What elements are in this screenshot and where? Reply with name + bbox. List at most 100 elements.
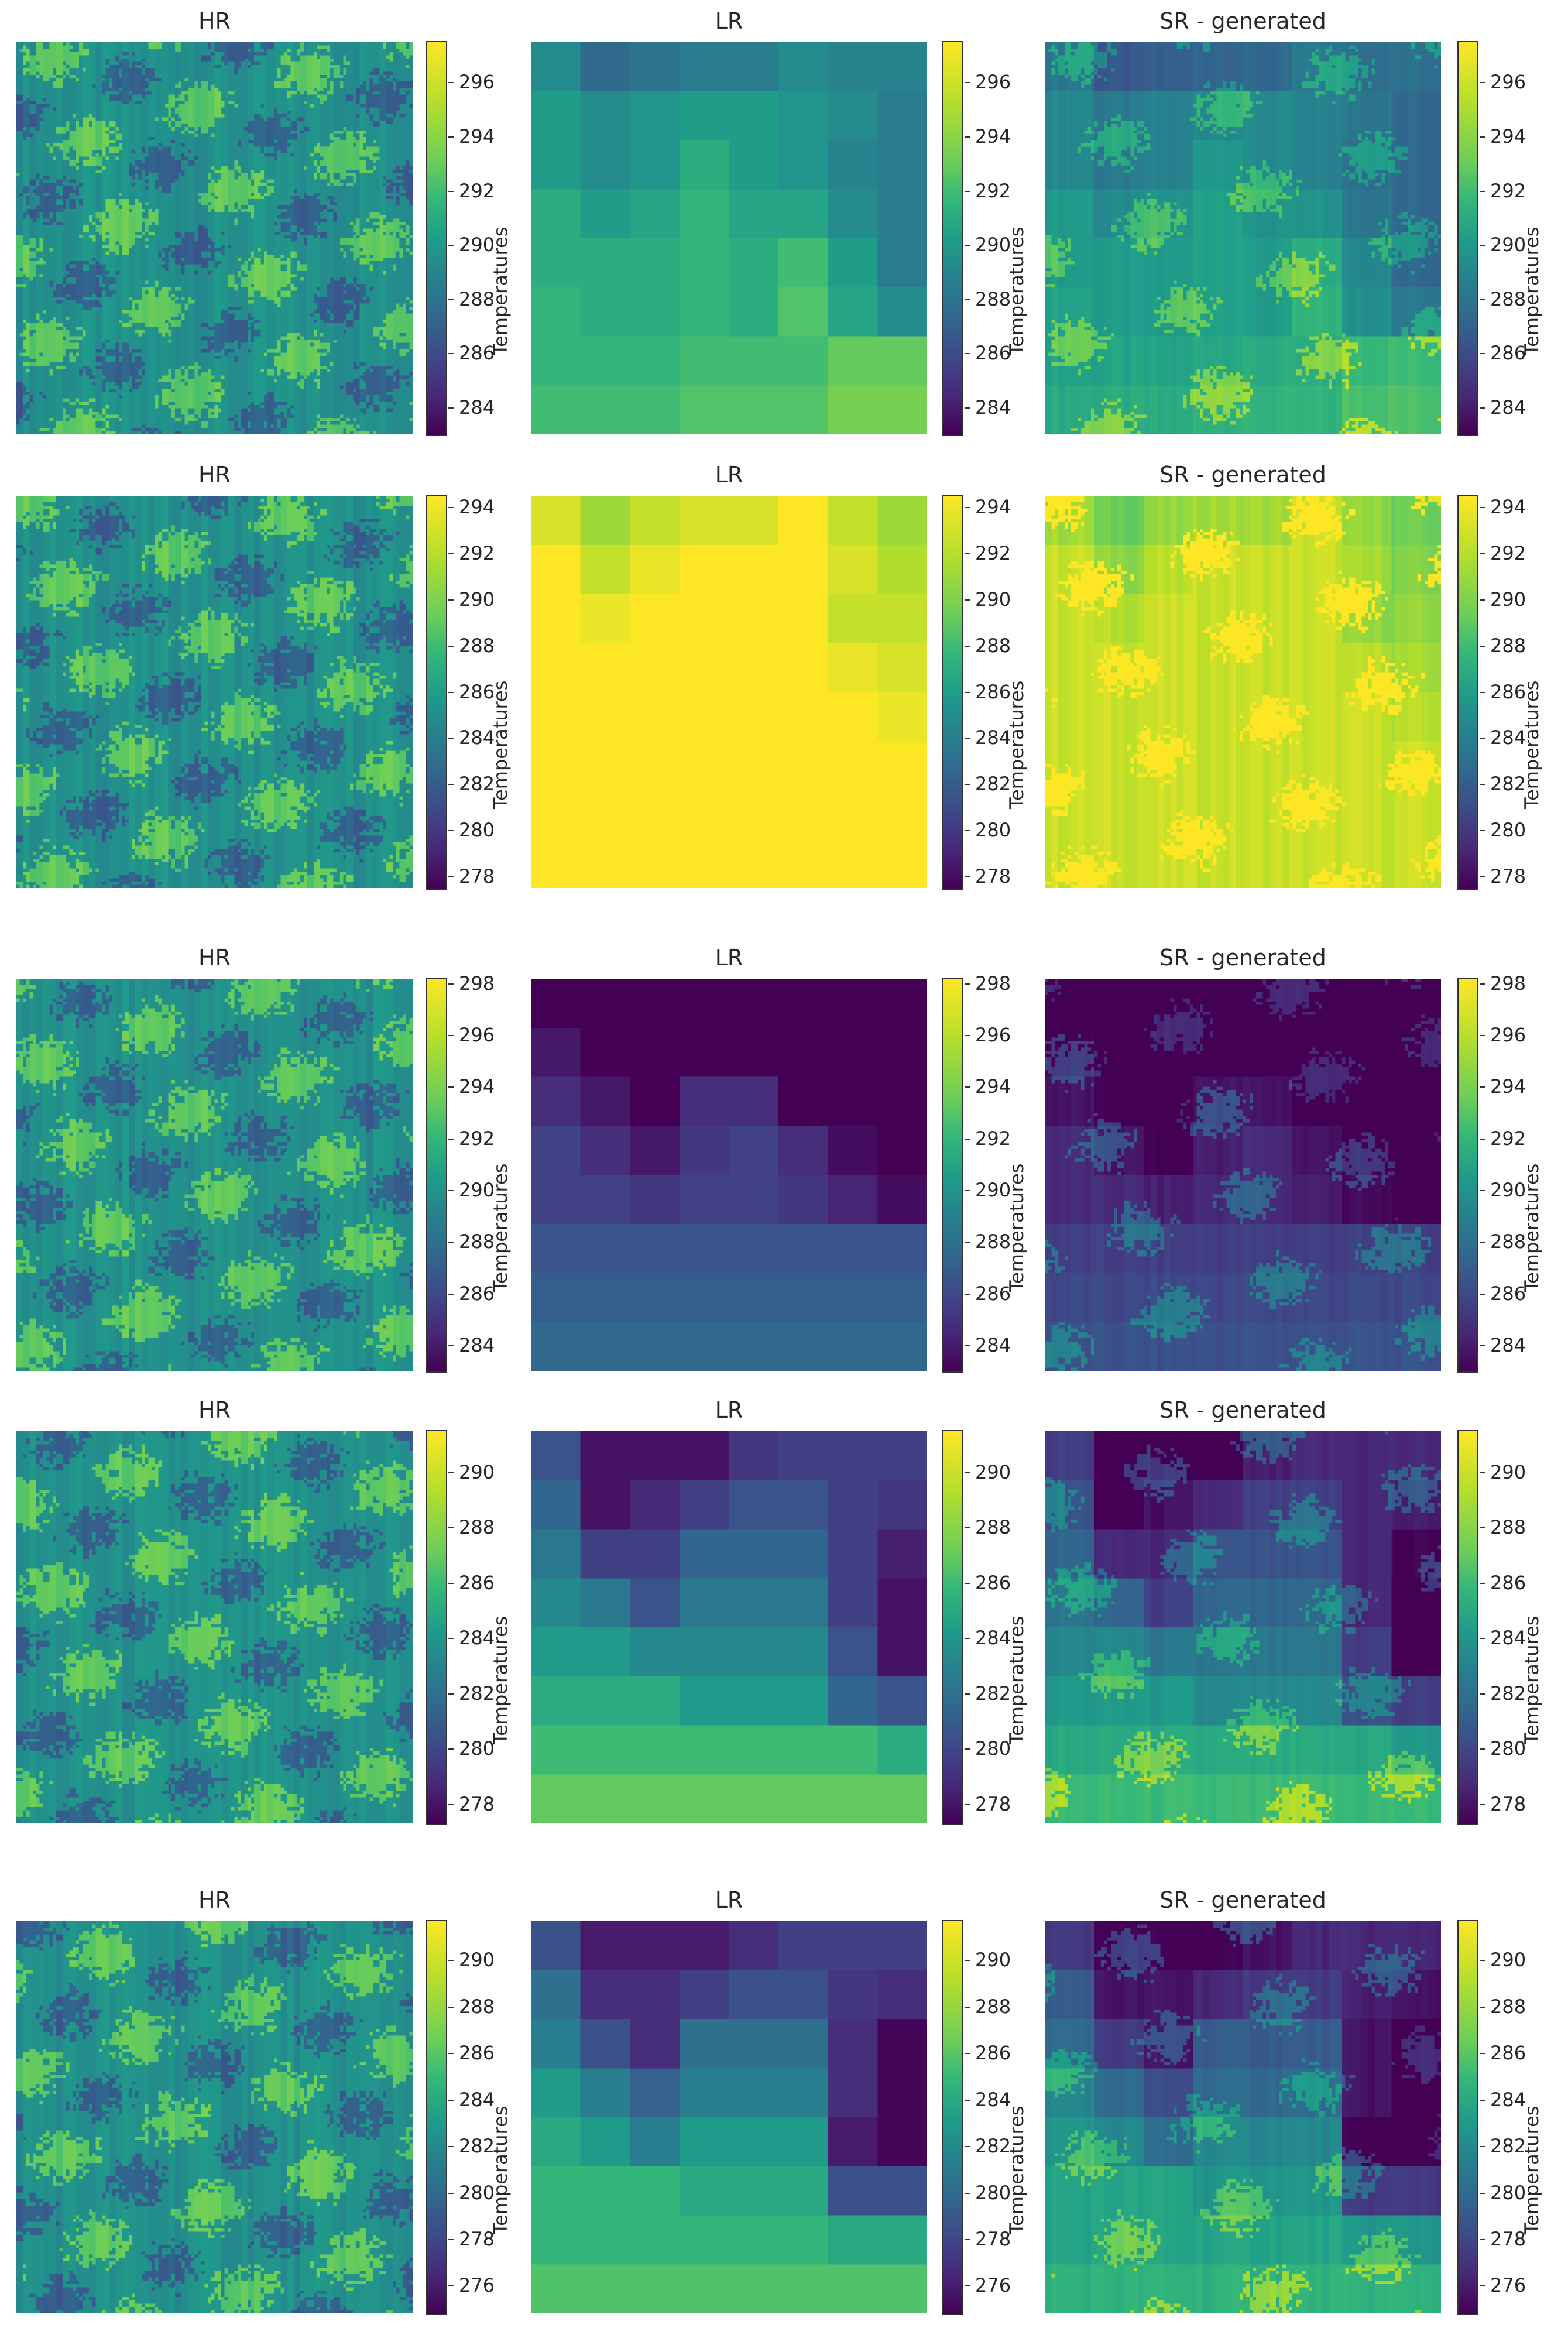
- colorbar-tick-label: 278: [1490, 865, 1526, 888]
- panel-title-sr: SR - generated: [1159, 8, 1326, 34]
- colorbar-tick-label: 282: [459, 773, 495, 796]
- colorbar-tick-label: 290: [459, 234, 495, 256]
- colorbar-tick-label: 286: [1490, 1571, 1526, 1594]
- colorbar-tick-label: 284: [975, 1333, 1011, 1356]
- colorbar-tick-label: 296: [975, 1024, 1011, 1047]
- panel-title-sr: SR - generated: [1159, 945, 1326, 971]
- colorbar-tick-label: 284: [1490, 1333, 1526, 1356]
- colorbar-tick-label: 292: [975, 1127, 1011, 1150]
- colorbar-tick-label: 276: [1490, 2274, 1526, 2297]
- colorbar-tick-label: 286: [975, 1571, 1011, 1594]
- colorbar-tick-label: 286: [975, 680, 1011, 703]
- colorbar-tick-label: 276: [975, 2274, 1011, 2297]
- colorbar-tick-label: 284: [1490, 396, 1526, 419]
- colorbar-tick-label: 278: [975, 865, 1011, 888]
- colorbar-tick-label: 282: [975, 773, 1011, 796]
- panel-title-hr: HR: [198, 1887, 231, 1913]
- colorbar-label: Temperatures: [489, 227, 512, 355]
- colorbar-tick-label: 282: [1490, 2135, 1526, 2158]
- colorbar-tick-label: 286: [975, 1282, 1011, 1305]
- panel-title-sr: SR - generated: [1159, 1887, 1326, 1913]
- colorbar-hr-row-4: 278 280 282 284 286 288 290: [426, 1430, 495, 1825]
- heatmap-hr-row-4: [16, 1431, 413, 1823]
- colorbar-tick-label: 290: [459, 1178, 495, 1201]
- heatmap-hr-row-3: [16, 979, 413, 1371]
- colorbar-tick-label: 280: [975, 2181, 1011, 2204]
- colorbar-tick-label: 278: [459, 1792, 495, 1815]
- colorbar-tick-label: 290: [975, 234, 1011, 256]
- colorbar-tick-label: 288: [1490, 1516, 1526, 1539]
- colorbar-tick-label: 294: [975, 1075, 1011, 1098]
- colorbar-tick-label: 286: [459, 2042, 495, 2065]
- colorbar-tick-label: 278: [459, 865, 495, 888]
- colorbar-tick-label: 284: [975, 726, 1011, 749]
- colorbar-tick-label: 290: [975, 1460, 1011, 1483]
- colorbar-tick-label: 284: [975, 396, 1011, 419]
- colorbar-sr-row-3: 284 286 288 290 292 294 296 298: [1457, 972, 1526, 1373]
- colorbar-tick-label: 292: [975, 541, 1011, 564]
- colorbar-lr-row-3: 284 286 288 290 292 294 296 298: [942, 972, 1011, 1373]
- heatmap-sr-row-3: [1045, 979, 1441, 1371]
- colorbar-tick-label: 288: [1490, 287, 1526, 310]
- colorbar-hr-row-5: 276 278 280 282 284 286 288 290: [426, 1920, 495, 2315]
- colorbar-tick-label: 294: [459, 125, 495, 148]
- colorbar-tick-label: 288: [459, 1516, 495, 1539]
- colorbar-label: Temperatures: [1006, 227, 1028, 355]
- colorbar-tick-label: 286: [459, 342, 495, 365]
- colorbar-tick-label: 292: [459, 541, 495, 564]
- colorbar-tick-label: 284: [1490, 1627, 1526, 1650]
- heatmap-sr-row-2: [1045, 496, 1441, 888]
- panel-title-sr: SR - generated: [1159, 462, 1326, 488]
- heatmap-lr-row-4: [531, 1431, 927, 1823]
- colorbar-tick-label: 280: [459, 1737, 495, 1760]
- colorbar-tick-label: 294: [975, 125, 1011, 148]
- colorbar-tick-label: 290: [459, 1949, 495, 1971]
- colorbar-tick-label: 292: [1490, 179, 1526, 202]
- heatmap-lr-row-5: [531, 1921, 927, 2313]
- colorbar-lr-row-5: 276 278 280 282 284 286 288 290: [942, 1920, 1011, 2315]
- colorbar-tick-label: 296: [1490, 1024, 1526, 1047]
- heatmap-sr-row-4: [1045, 1431, 1441, 1823]
- colorbar-tick-label: 290: [975, 588, 1011, 611]
- colorbar-sr-row-4: 278 280 282 284 286 288 290: [1457, 1430, 1526, 1825]
- colorbar-label: Temperatures: [1006, 1163, 1028, 1292]
- colorbar-tick-label: 280: [1490, 2181, 1526, 2204]
- colorbar-tick-label: 296: [1490, 71, 1526, 94]
- colorbar-tick-label: 280: [1490, 1737, 1526, 1760]
- heatmap-lr-row-1: [531, 42, 927, 434]
- colorbar-tick-label: 290: [1490, 1949, 1526, 1971]
- heatmap-lr-row-3: [531, 979, 927, 1371]
- colorbar-label: Temperatures: [1006, 1616, 1028, 1744]
- colorbar-tick-label: 288: [975, 634, 1011, 657]
- panel-title-hr: HR: [198, 945, 231, 971]
- colorbar-tick-label: 292: [1490, 1127, 1526, 1150]
- colorbar-tick-label: 290: [1490, 588, 1526, 611]
- colorbar-tick-label: 288: [459, 1995, 495, 2018]
- colorbar-label: Temperatures: [1521, 680, 1543, 809]
- colorbar-tick-label: 284: [975, 2088, 1011, 2111]
- colorbar-label: Temperatures: [1521, 2106, 1543, 2234]
- panel-title-hr: HR: [198, 8, 231, 34]
- colorbar-tick-label: 280: [975, 819, 1011, 842]
- panel-title-lr: LR: [715, 945, 743, 971]
- colorbar-tick-label: 294: [459, 495, 495, 518]
- colorbar-label: Temperatures: [489, 2106, 512, 2234]
- heatmap-hr-row-1: [16, 42, 413, 434]
- colorbar-tick-label: 290: [459, 1460, 495, 1483]
- colorbar-tick-label: 296: [459, 71, 495, 94]
- colorbar-tick-label: 286: [459, 1282, 495, 1305]
- colorbar-tick-label: 288: [459, 1230, 495, 1253]
- colorbar-tick-label: 284: [1490, 726, 1526, 749]
- panel-title-lr: LR: [715, 8, 743, 34]
- colorbar-label: Temperatures: [1521, 1616, 1543, 1744]
- colorbar-tick-label: 284: [459, 1333, 495, 1356]
- colorbar-tick-label: 294: [1490, 125, 1526, 148]
- colorbar-tick-label: 290: [975, 1178, 1011, 1201]
- colorbar-tick-label: 284: [975, 1627, 1011, 1650]
- colorbar-tick-label: 294: [975, 495, 1011, 518]
- colorbar-tick-label: 290: [459, 588, 495, 611]
- colorbar-tick-label: 278: [975, 2227, 1011, 2250]
- colorbar-tick-label: 276: [459, 2274, 495, 2297]
- colorbar-tick-label: 294: [1490, 1075, 1526, 1098]
- colorbar-tick-label: 282: [459, 2135, 495, 2158]
